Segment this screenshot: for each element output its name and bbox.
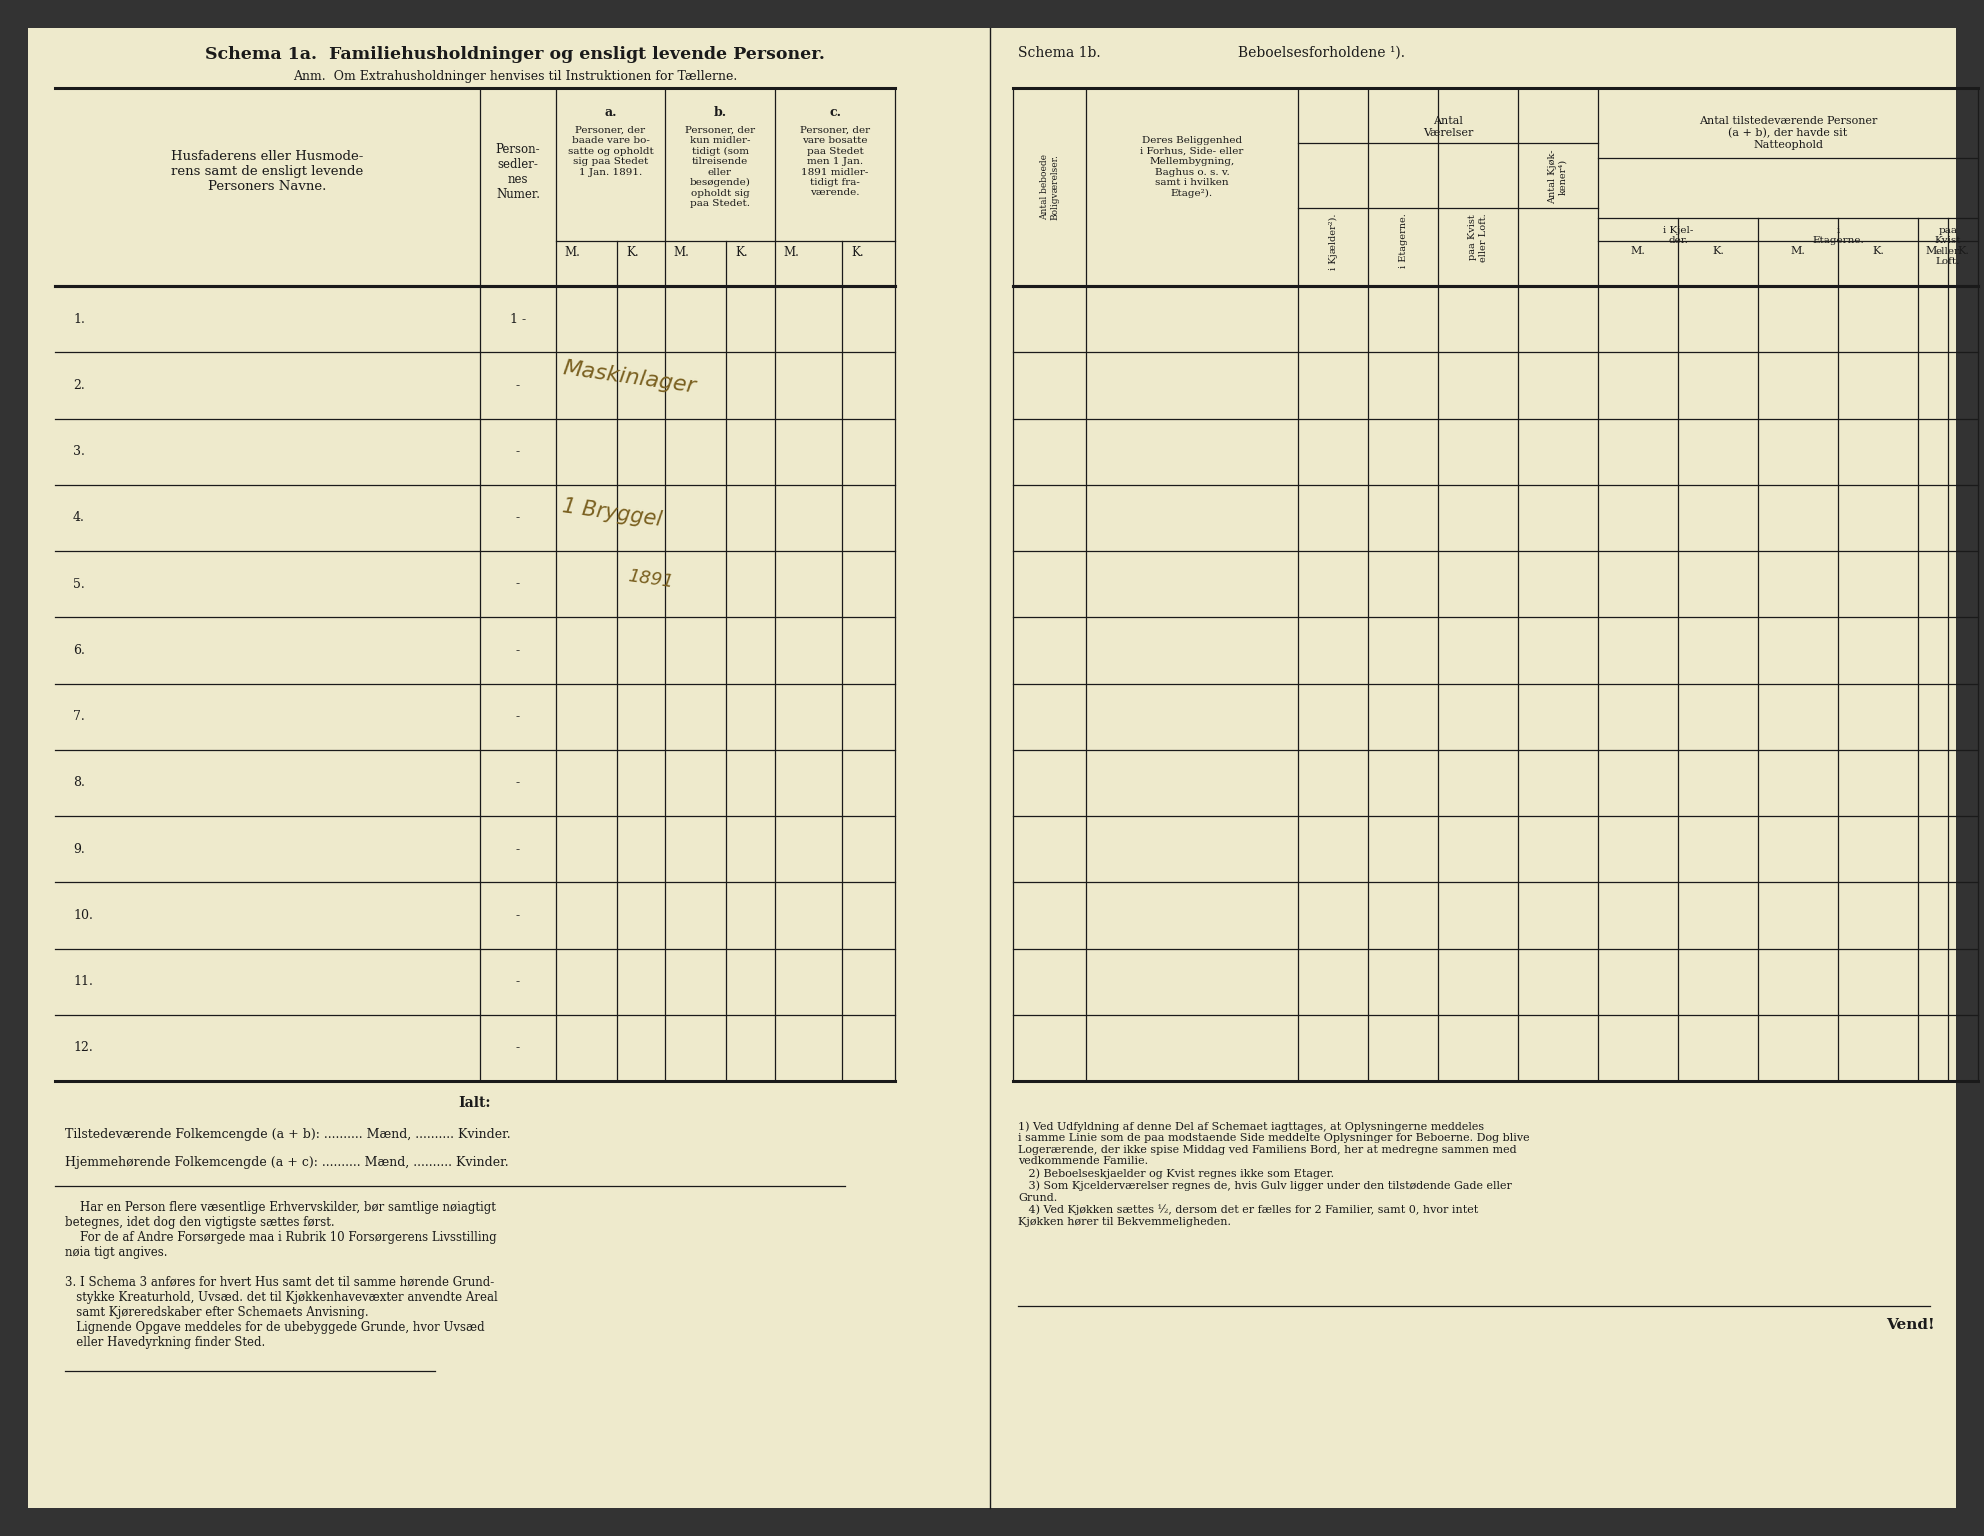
Text: 1) Ved Udfyldning af denne Del af Schemaet iagttages, at Oplysningerne meddeles
: 1) Ved Udfyldning af denne Del af Schema…: [1018, 1121, 1530, 1227]
Text: c.: c.: [829, 106, 841, 118]
Text: Personer, der
kun midler-
tidigt (som
tilreisende
eller
besøgende)
opholdt sig
p: Personer, der kun midler- tidigt (som ti…: [684, 126, 756, 207]
Text: Tilstedeværende Folkemcengde (a + b): .......... Mænd, .......... Kvinder.: Tilstedeværende Folkemcengde (a + b): ..…: [65, 1127, 510, 1141]
Text: K.: K.: [1873, 246, 1885, 257]
Text: i
Etagerne.: i Etagerne.: [1811, 226, 1863, 246]
Text: -: -: [516, 379, 520, 392]
Text: M.: M.: [1792, 246, 1805, 257]
Text: Antal tilstedeværende Personer
(a + b), der havde sit
Natteophold: Antal tilstedeværende Personer (a + b), …: [1698, 117, 1877, 149]
Text: i Kjel-
der.: i Kjel- der.: [1663, 226, 1692, 246]
Text: i Kjælder²).: i Kjælder²).: [1329, 214, 1337, 269]
Text: M.: M.: [673, 246, 688, 260]
Text: M.: M.: [784, 246, 800, 260]
Text: -: -: [516, 511, 520, 524]
Text: Ialt:: Ialt:: [458, 1097, 492, 1111]
Text: 12.: 12.: [73, 1041, 93, 1054]
Text: 2.: 2.: [73, 379, 85, 392]
Text: Anm.  Om Extrahusholdninger henvises til Instruktionen for Tællerne.: Anm. Om Extrahusholdninger henvises til …: [294, 71, 738, 83]
Text: paa Kvist
eller Loft.: paa Kvist eller Loft.: [1468, 214, 1488, 261]
Text: -: -: [516, 843, 520, 856]
Text: K.: K.: [1712, 246, 1724, 257]
Text: -: -: [516, 445, 520, 458]
Text: paa
Kvist
eller
Loft.: paa Kvist eller Loft.: [1934, 226, 1962, 266]
Text: 3. I Schema 3 anføres for hvert Hus samt det til samme hørende Grund-
   stykke : 3. I Schema 3 anføres for hvert Hus samt…: [65, 1276, 498, 1349]
Text: 6.: 6.: [73, 644, 85, 657]
Text: -: -: [516, 776, 520, 790]
Text: -: -: [516, 644, 520, 657]
Text: 3.: 3.: [73, 445, 85, 458]
Text: 4.: 4.: [73, 511, 85, 524]
Text: Schema 1a.  Familiehusholdninger og ensligt levende Personer.: Schema 1a. Familiehusholdninger og ensli…: [204, 46, 825, 63]
Text: Hjemmehørende Folkemcengde (a + c): .......... Mænd, .......... Kvinder.: Hjemmehørende Folkemcengde (a + c): ....…: [65, 1157, 508, 1169]
Text: Husfaderens eller Husmode-
rens samt de ensligt levende
Personers Navne.: Husfaderens eller Husmode- rens samt de …: [171, 151, 363, 194]
Text: 1891: 1891: [627, 567, 675, 591]
Text: Vend!: Vend!: [1887, 1318, 1934, 1332]
Text: 1.: 1.: [73, 313, 85, 326]
Text: -: -: [516, 710, 520, 723]
Text: 5.: 5.: [73, 578, 85, 591]
Text: Schema 1b.: Schema 1b.: [1018, 46, 1101, 60]
Text: 1 Bryggel: 1 Bryggel: [561, 496, 663, 530]
Text: Personer, der
baade vare bo-
satte og opholdt
sig paa Stedet
1 Jan. 1891.: Personer, der baade vare bo- satte og op…: [567, 126, 653, 177]
Text: -: -: [516, 975, 520, 988]
Text: -: -: [516, 578, 520, 591]
Text: a.: a.: [605, 106, 617, 118]
Text: Antal beboede
Boligværelser.: Antal beboede Boligværelser.: [1040, 154, 1059, 220]
Text: Personer, der
vare bosatte
paa Stedet
men 1 Jan.
1891 midler-
tidigt fra-
værend: Personer, der vare bosatte paa Stedet me…: [800, 126, 871, 198]
Text: 1 -: 1 -: [510, 313, 526, 326]
Text: 8.: 8.: [73, 776, 85, 790]
Text: -: -: [516, 909, 520, 922]
Text: Beboelsesforholdene ¹).: Beboelsesforholdene ¹).: [1238, 46, 1405, 60]
Text: K.: K.: [736, 246, 748, 260]
Text: M.: M.: [1631, 246, 1645, 257]
Text: Deres Beliggenhed
i Forhus, Side- eller
Mellembygning,
Baghus o. s. v.
samt i hv: Deres Beliggenhed i Forhus, Side- eller …: [1141, 137, 1244, 198]
Text: Antal Kjøk-
kener⁴): Antal Kjøk- kener⁴): [1548, 149, 1567, 204]
Text: b.: b.: [714, 106, 726, 118]
Text: K.: K.: [851, 246, 865, 260]
Text: 7.: 7.: [73, 710, 85, 723]
Text: Person-
sedler-
nes
Numer.: Person- sedler- nes Numer.: [496, 143, 540, 201]
Text: K.: K.: [627, 246, 639, 260]
Text: M.: M.: [1926, 246, 1940, 257]
Text: 10.: 10.: [73, 909, 93, 922]
Text: i Etagerne.: i Etagerne.: [1399, 214, 1407, 267]
Text: 9.: 9.: [73, 843, 85, 856]
Text: M.: M.: [563, 246, 579, 260]
Text: -: -: [516, 1041, 520, 1054]
Text: 11.: 11.: [73, 975, 93, 988]
Text: Har en Person flere væsentlige Erhvervskilder, bør samtlige nøiagtigt
betegnes, : Har en Person flere væsentlige Erhvervsk…: [65, 1201, 496, 1260]
Text: K.: K.: [1956, 246, 1968, 257]
Text: Antal
Værelser: Antal Værelser: [1423, 117, 1474, 138]
Text: Maskinlager: Maskinlager: [561, 358, 696, 396]
